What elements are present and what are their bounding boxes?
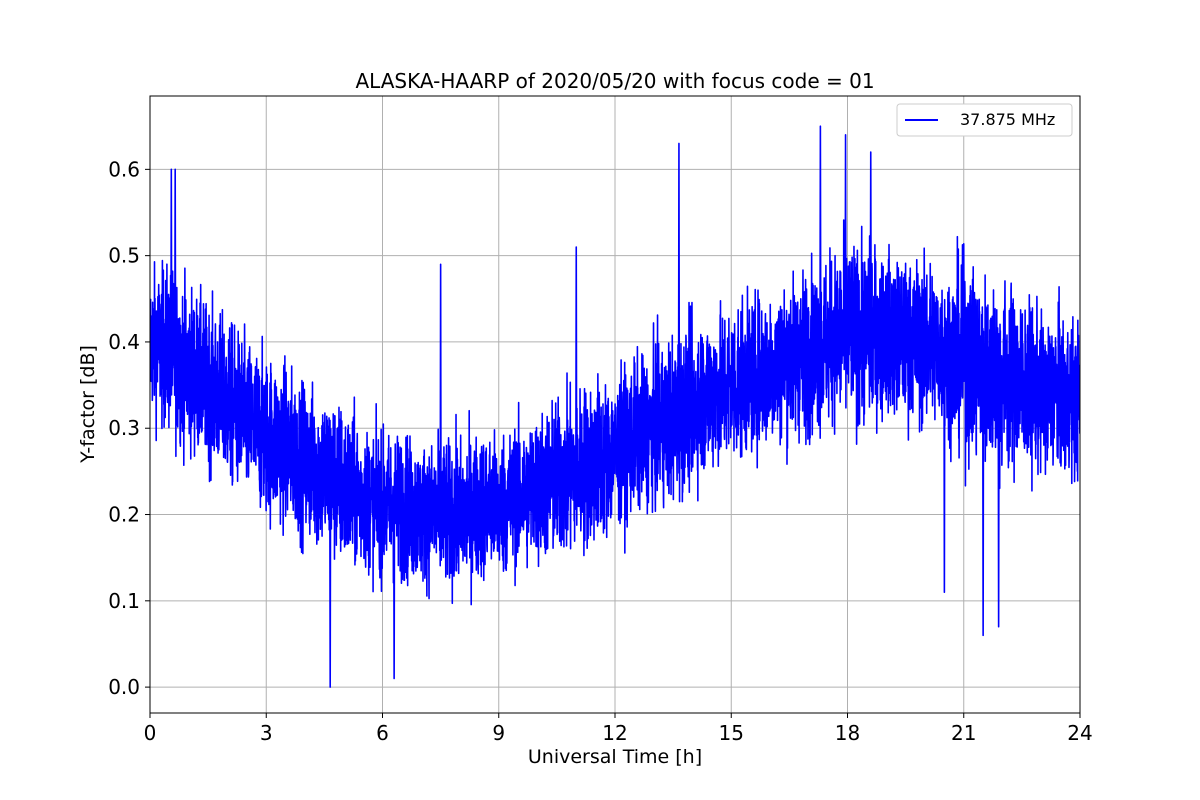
x-tick-label: 9 (492, 721, 505, 745)
legend-label: 37.875 MHz (960, 110, 1055, 129)
series-layer (150, 125, 1080, 688)
x-tick-label: 0 (144, 721, 157, 745)
y-tick-label: 0.1 (108, 589, 140, 613)
x-tick-label: 21 (951, 721, 976, 745)
y-tick-label: 0.4 (108, 330, 140, 354)
y-tick-label: 0.0 (108, 675, 140, 699)
y-tick-label: 0.2 (108, 503, 140, 527)
y-tick-label: 0.6 (108, 157, 140, 181)
x-tick-label: 6 (376, 721, 389, 745)
chart-title: ALASKA-HAARP of 2020/05/20 with focus co… (355, 69, 874, 93)
y-axis-label: Y-factor [dB] (77, 345, 99, 464)
y-tick-label: 0.3 (108, 416, 140, 440)
x-axis-label: Universal Time [h] (528, 746, 702, 768)
y-axis: 0.0 0.1 0.2 0.3 0.4 0.5 0.6 (108, 157, 150, 699)
legend-box (896, 103, 1073, 137)
series-line-37-875-mhz (150, 125, 1080, 688)
legend: 37.875 MHz (896, 103, 1073, 137)
x-tick-label: 24 (1067, 721, 1092, 745)
x-axis: 0 3 6 9 12 15 18 21 24 (144, 713, 1093, 745)
x-tick-label: 12 (602, 721, 627, 745)
x-tick-label: 15 (719, 721, 744, 745)
x-tick-label: 3 (260, 721, 273, 745)
x-tick-label: 18 (835, 721, 860, 745)
y-tick-label: 0.5 (108, 244, 140, 268)
